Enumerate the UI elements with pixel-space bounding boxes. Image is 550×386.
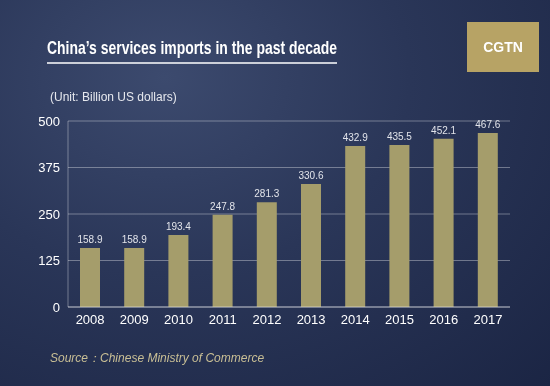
svg-text:2008: 2008 (76, 312, 105, 327)
svg-text:2014: 2014 (341, 312, 370, 327)
svg-text:467.6: 467.6 (475, 119, 500, 130)
svg-text:158.9: 158.9 (77, 234, 102, 245)
svg-text:158.9: 158.9 (122, 234, 147, 245)
svg-text:375: 375 (38, 160, 60, 175)
svg-text:435.5: 435.5 (387, 131, 412, 142)
svg-text:281.3: 281.3 (254, 188, 279, 199)
svg-text:2012: 2012 (252, 312, 281, 327)
svg-text:2016: 2016 (429, 312, 458, 327)
svg-text:2010: 2010 (164, 312, 193, 327)
svg-text:2017: 2017 (473, 312, 502, 327)
svg-text:125: 125 (38, 253, 60, 268)
svg-text:China’s services imports in th: China’s services imports in the past dec… (47, 37, 337, 58)
svg-text:2013: 2013 (297, 312, 326, 327)
svg-text:330.6: 330.6 (298, 170, 323, 181)
svg-text:432.9: 432.9 (343, 132, 368, 143)
svg-text:193.4: 193.4 (166, 221, 191, 232)
svg-text:0: 0 (53, 300, 60, 315)
svg-text:500: 500 (38, 114, 60, 129)
svg-text:2009: 2009 (120, 312, 149, 327)
svg-text:247.8: 247.8 (210, 201, 235, 212)
svg-text:452.1: 452.1 (431, 125, 456, 136)
html-text:Source：Chinese Ministry of Com: Source：Chinese Ministry of Commerce (50, 351, 265, 365)
svg-text:2011: 2011 (209, 312, 237, 327)
svg-text:CGTN: CGTN (483, 39, 523, 55)
html-text:(Unit: Billion US dollars): (Unit: Billion US dollars) (50, 90, 177, 104)
svg-text:2015: 2015 (385, 312, 414, 327)
svg-text:250: 250 (38, 207, 60, 222)
